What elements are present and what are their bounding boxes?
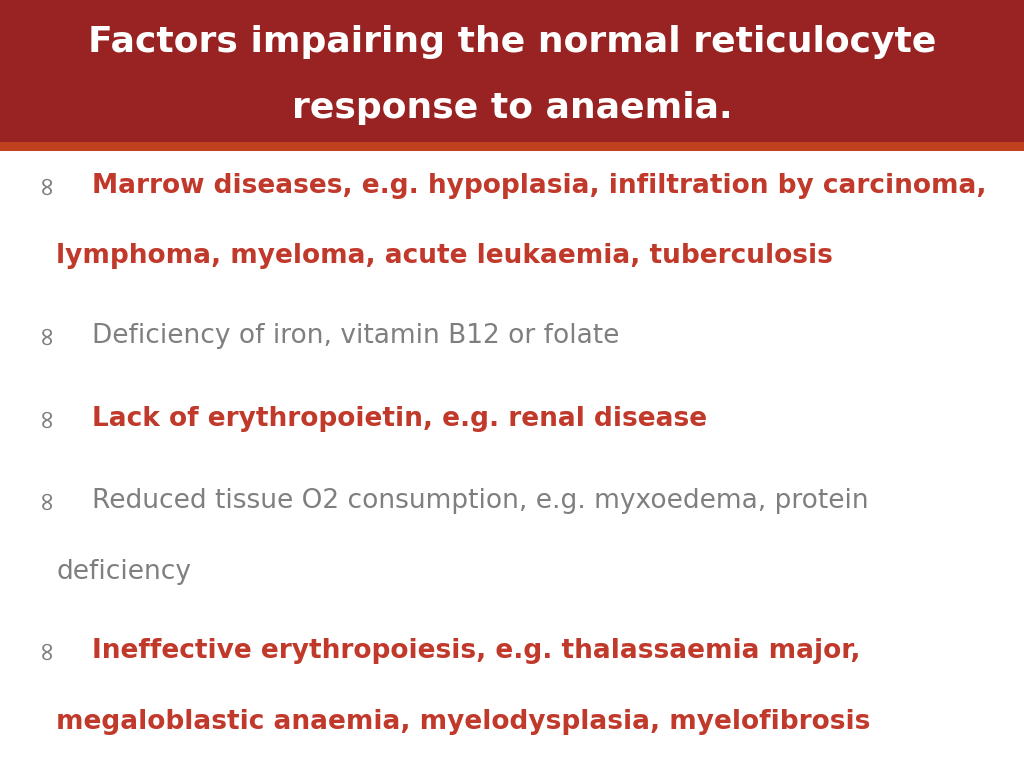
Bar [0, 142, 1024, 151]
Text: Ineffective erythropoiesis, e.g. thalassaemia major,: Ineffective erythropoiesis, e.g. thalass… [92, 638, 860, 664]
Bar [0, 0, 1024, 142]
Text: ∞: ∞ [33, 638, 59, 660]
Text: response to anaemia.: response to anaemia. [292, 91, 732, 125]
Text: ∞: ∞ [33, 323, 59, 345]
Text: Reduced tissue O2 consumption, e.g. myxoedema, protein: Reduced tissue O2 consumption, e.g. myxo… [92, 488, 868, 515]
Text: lymphoma, myeloma, acute leukaemia, tuberculosis: lymphoma, myeloma, acute leukaemia, tube… [56, 243, 834, 270]
Text: Marrow diseases, e.g. hypoplasia, infiltration by carcinoma,: Marrow diseases, e.g. hypoplasia, infilt… [92, 173, 987, 199]
Text: megaloblastic anaemia, myelodysplasia, myelofibrosis: megaloblastic anaemia, myelodysplasia, m… [56, 709, 870, 735]
Text: Lack of erythropoietin, e.g. renal disease: Lack of erythropoietin, e.g. renal disea… [92, 406, 708, 432]
Text: deficiency: deficiency [56, 559, 191, 585]
Text: ∞: ∞ [33, 488, 59, 511]
Text: Deficiency of iron, vitamin B12 or folate: Deficiency of iron, vitamin B12 or folat… [92, 323, 620, 349]
Text: Factors impairing the normal reticulocyte: Factors impairing the normal reticulocyt… [88, 25, 936, 59]
Text: ∞: ∞ [33, 406, 59, 428]
Text: ∞: ∞ [33, 173, 59, 195]
